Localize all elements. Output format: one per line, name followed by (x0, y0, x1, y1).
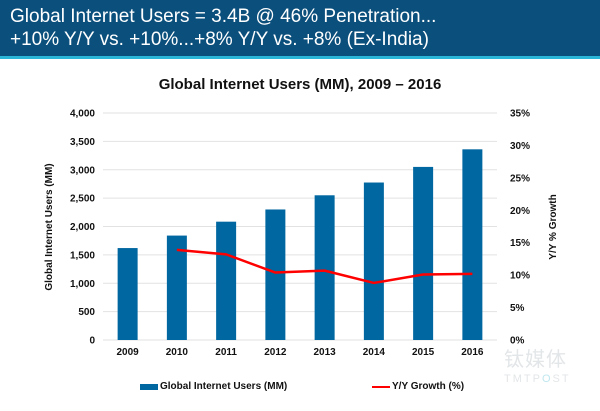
y-tick-label: 0 (89, 336, 95, 347)
y-tick-label: 1,000 (70, 279, 95, 290)
slide-title-line-1: Global Internet Users = 3.4B @ 46% Penet… (10, 6, 437, 27)
bar (216, 221, 237, 340)
header-accent-line (0, 56, 600, 59)
y2-tick-label: 30% (510, 141, 530, 152)
x-tick-label: 2012 (264, 347, 287, 358)
bar (117, 248, 138, 340)
y2-tick-label: 0% (510, 336, 525, 347)
legend-item-users: Global Internet Users (MM) (140, 381, 287, 392)
legend-label-users: Global Internet Users (MM) (160, 381, 288, 392)
x-tick-label: 2013 (314, 347, 337, 358)
bar (314, 195, 335, 340)
y2-tick-label: 25% (510, 173, 530, 184)
y-tick-label: 3,500 (70, 137, 95, 148)
bar (166, 235, 187, 340)
y2-tick-label: 35% (510, 109, 530, 120)
legend-swatch-line (372, 385, 390, 388)
growth-line (176, 248, 473, 285)
growth-line-group (176, 248, 473, 285)
bar (413, 166, 434, 340)
y-axis-label: Global Internet Users (MM) (44, 163, 55, 290)
x-tick-label: 2014 (363, 347, 386, 358)
watermark-text: ST (552, 373, 571, 385)
y2-tick-label: 5% (510, 303, 525, 314)
y2-axis-label: Y/Y % Growth (548, 194, 559, 259)
slide-title-line-2: +10% Y/Y vs. +10%...+8% Y/Y vs. +8% (Ex-… (10, 29, 429, 50)
bar (265, 209, 286, 340)
bar (363, 182, 384, 340)
y-tick-label: 2,500 (70, 194, 95, 205)
chart-title: Global Internet Users (MM), 2009 – 2016 (158, 76, 442, 93)
y2-tick-label: 15% (510, 238, 530, 249)
y2-tick-label: 20% (510, 206, 530, 217)
y2-tick-label: 10% (510, 271, 530, 282)
y-tick-label: 1,500 (70, 250, 95, 261)
watermark-text: TMTP (504, 373, 542, 385)
legend-item-growth: Y/Y Growth (%) (372, 381, 464, 392)
y-axis-ticks: 0 500 1,000 1,500 2,000 2,500 3,000 3,500 4,000 (70, 109, 95, 347)
watermark-logo-en: TMTPOST (504, 373, 571, 385)
x-tick-label: 2009 (117, 347, 140, 358)
x-tick-label: 2011 (215, 347, 237, 358)
y2-axis-ticks: 0% 5% 10% 15% 20% 25% 30% 35% (510, 109, 530, 347)
slide-title: Global Internet Users = 3.4B @ 46% Penet… (10, 5, 436, 51)
x-tick-label: 2015 (412, 347, 435, 358)
watermark-logo-cn: 钛媒体 (504, 349, 567, 371)
bars (117, 149, 483, 340)
x-tick-label: 2010 (166, 347, 189, 358)
legend-swatch-bar (140, 383, 158, 390)
y-tick-label: 2,000 (70, 222, 95, 233)
bar (462, 149, 483, 340)
y-tick-label: 500 (78, 307, 95, 318)
legend-label-growth: Y/Y Growth (%) (392, 381, 465, 392)
x-tick-label: 2016 (461, 347, 484, 358)
slide-header: Global Internet Users = 3.4B @ 46% Penet… (0, 0, 600, 56)
gridlines (103, 112, 497, 341)
watermark-o-icon: O (541, 373, 553, 385)
y-tick-label: 4,000 (70, 109, 95, 120)
y-tick-label: 3,000 (70, 165, 95, 176)
x-axis-ticks: 2009 2010 2011 2012 2013 2014 2015 2016 (117, 347, 484, 358)
